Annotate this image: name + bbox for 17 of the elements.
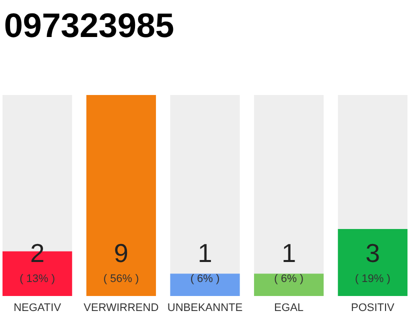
annotation: ( 6% ) bbox=[274, 273, 304, 285]
x-tick-label: EGAL bbox=[274, 302, 304, 314]
x-tick-label: UNBEKANNTE bbox=[167, 302, 243, 314]
annotation: ( 6% ) bbox=[190, 273, 220, 285]
chart-title: 097323985 bbox=[4, 7, 174, 45]
annotation: ( 13% ) bbox=[20, 273, 56, 285]
data-label: 9 bbox=[114, 238, 128, 268]
data-label: 1 bbox=[282, 238, 296, 268]
bar bbox=[170, 274, 240, 296]
bar bbox=[254, 274, 324, 296]
x-tick-label: POSITIV bbox=[350, 302, 396, 314]
data-label: 1 bbox=[198, 238, 212, 268]
annotation: ( 56% ) bbox=[103, 273, 139, 285]
annotation: ( 19% ) bbox=[354, 273, 390, 285]
data-label: 3 bbox=[365, 238, 380, 268]
x-tick-label: VERWIRREND bbox=[84, 302, 159, 314]
x-tick-label: NEGATIV bbox=[14, 302, 62, 314]
